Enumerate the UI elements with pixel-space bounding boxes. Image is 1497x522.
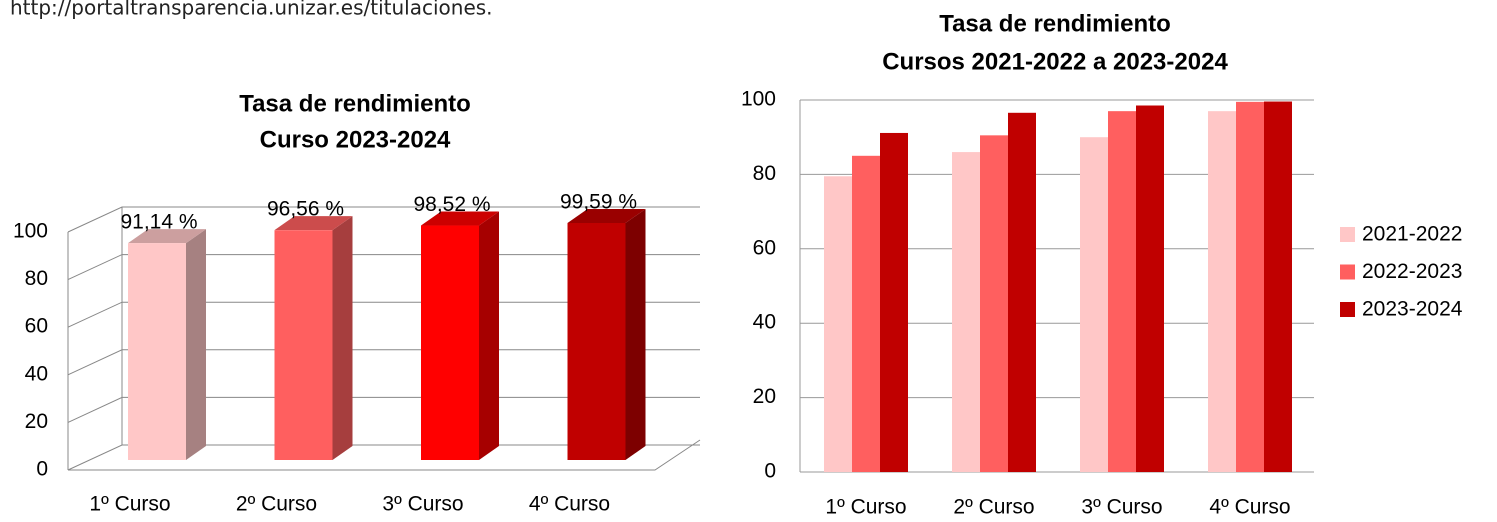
x-tick-label: 1º Curso [825, 496, 906, 519]
value-label: 99,59 % [560, 191, 637, 214]
floor [68, 439, 701, 471]
grid-line [67, 349, 700, 376]
y-tick-label: 0 [764, 460, 776, 483]
bar [980, 135, 1008, 472]
chart-title: Cursos 2021-2022 a 2023-2024 [882, 48, 1228, 75]
bar-side [479, 211, 499, 460]
x-tick-label: 4º Curso [1209, 496, 1290, 519]
chart-title: Tasa de rendimiento [239, 90, 471, 117]
y-tick-label: 60 [25, 315, 48, 338]
bar [880, 132, 908, 472]
bar-side [625, 208, 646, 460]
bar [1080, 137, 1108, 472]
x-tick-label: 4º Curso [529, 493, 610, 516]
bar [128, 243, 186, 460]
y-tick-label: 40 [753, 311, 776, 334]
chart-title: Curso 2023-2024 [260, 126, 451, 153]
grid-line [67, 254, 700, 281]
y-tick-label: 20 [25, 410, 48, 433]
x-tick-label: 3º Curso [382, 493, 463, 516]
bar [1264, 101, 1292, 472]
legend-label: 2023-2024 [1362, 298, 1463, 321]
bar [421, 225, 479, 460]
bar-side [186, 229, 206, 460]
bar [1136, 105, 1164, 472]
bar [1208, 111, 1236, 472]
bar-top [421, 211, 499, 226]
y-tick-label: 80 [753, 162, 776, 185]
bar-side [332, 216, 353, 460]
bar [1236, 101, 1264, 473]
bar [1108, 111, 1136, 472]
y-tick-label: 100 [741, 88, 776, 111]
x-tick-label: 2º Curso [953, 496, 1034, 519]
bar-top [274, 216, 353, 231]
bar [824, 176, 852, 472]
legend-swatch [1340, 227, 1355, 242]
bar [952, 152, 980, 472]
x-tick-label: 3º Curso [1081, 496, 1162, 519]
grid-line [67, 301, 700, 328]
y-tick-label: 20 [753, 385, 776, 408]
grid-line [67, 396, 700, 423]
value-label: 91,14 % [120, 211, 197, 234]
value-label: 98,52 % [413, 193, 490, 216]
bar [274, 230, 333, 460]
bar [852, 155, 880, 473]
y-tick-label: 80 [25, 267, 48, 290]
grid-line [67, 206, 700, 233]
legend-swatch [1340, 264, 1355, 280]
chart-title: Tasa de rendimiento [939, 10, 1171, 37]
bar [1008, 112, 1036, 472]
bar-top [567, 208, 646, 223]
grid-line [67, 444, 700, 471]
legend-swatch [1340, 302, 1355, 317]
value-label: 96,56 % [267, 198, 344, 221]
bar [567, 222, 626, 460]
x-tick-label: 1º Curso [89, 493, 170, 516]
legend-label: 2022-2023 [1362, 260, 1462, 283]
legend-label: 2021-2022 [1362, 223, 1462, 246]
y-tick-label: 60 [753, 236, 776, 259]
x-tick-label: 2º Curso [236, 493, 317, 516]
url-text: http://portaltransparencia.unizar.es/tit… [10, 0, 493, 20]
y-tick-label: 100 [13, 220, 48, 243]
y-tick-label: 40 [25, 362, 48, 385]
y-tick-label: 0 [36, 458, 48, 481]
bar-top [128, 229, 206, 244]
